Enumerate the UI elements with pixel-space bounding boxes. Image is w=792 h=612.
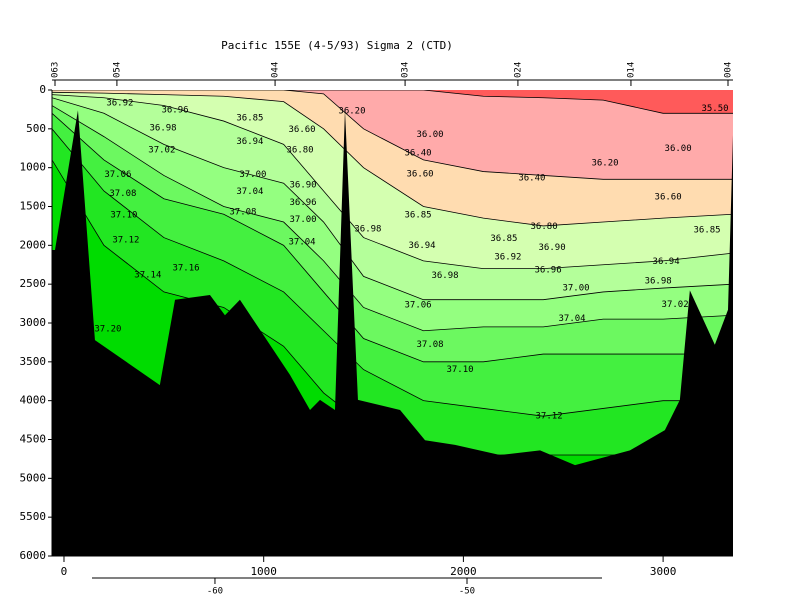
isopycnal [52,128,733,417]
contour-label: 36.85 [236,113,263,123]
contour-label: 37.00 [239,170,266,180]
contour-label: 36.96 [161,106,188,116]
contour-label: 36.85 [693,225,720,235]
contour-label: 36.98 [431,271,458,281]
chart-title: Pacific 155E (4-5/93) Sigma 2 (CTD) [221,39,453,52]
isopycnal [52,90,733,114]
contour-label: 37.14 [134,270,161,280]
isopycnal [52,91,733,227]
contour-label: 37.08 [229,207,256,217]
contour-label: 37.10 [446,365,473,375]
contour-label: 37.02 [148,145,175,155]
contour-label: 37.10 [110,211,137,221]
isopycnal [52,90,733,180]
contour-label: 37.06 [104,170,131,180]
contour-label: 36.94 [236,137,263,147]
station-label: 034 [401,62,411,78]
contour-label: 36.96 [289,198,316,208]
y-tick-label: 4500 [20,433,47,446]
y-tick-label: 2000 [20,238,47,251]
contour-label: 36.98 [645,277,672,287]
y-tick-label: 5000 [20,471,47,484]
contour-label: 37.12 [536,412,563,422]
contour-label: 37.08 [109,189,136,199]
y-tick-label: 2500 [20,277,47,290]
contour-label: 36.00 [665,144,692,154]
y-tick-label: 5500 [20,510,47,523]
isopycnal [52,113,733,363]
station-label: 024 [513,62,523,78]
contour-label: 37.00 [562,284,589,294]
bathymetry [52,110,733,556]
contour-label: 36.92 [494,252,521,262]
contour-label: 36.60 [407,169,434,179]
station-label: 004 [724,62,734,78]
y-tick-label: 6000 [20,549,47,562]
contour-label: 37.06 [405,301,432,311]
isopycnal [52,97,733,301]
y-tick-label: 0 [39,83,46,96]
contour-label: 37.16 [172,263,199,273]
contour-label: 36.94 [409,241,436,251]
station-label: 063 [50,62,60,78]
contour-label: 36.40 [405,148,432,158]
axes: 0 500 1000 1500 2000 2500 3000 3500 4000 4500 5000… [20,62,734,597]
plot-area: 36.92 36.96 36.98 37.02 37.06 37.08 37.10 37.12… [52,90,733,556]
contour-label: 36.40 [518,173,545,183]
contour-label: 36.90 [289,180,316,190]
contour-label: 37.04 [558,314,585,324]
contour-label: 36.96 [535,266,562,276]
station-label: 014 [626,62,636,78]
y-tick-label: 500 [26,122,46,135]
contour-label: 36.80 [286,145,313,155]
isopycnal [52,105,733,332]
x-tick-label: 1000 [250,565,277,578]
x-tick-label: 0 [61,565,68,578]
contour-label: 36.00 [416,130,443,140]
contour-label: 36.98 [149,124,176,134]
contour-label: 37.04 [288,238,315,248]
contour-label: 36.94 [653,257,680,267]
contour-label: 36.98 [354,225,381,235]
contour-label: 35.50 [701,104,728,114]
y-tick-label: 3000 [20,316,47,329]
contour-label: 36.20 [591,159,618,169]
contour-label: 37.08 [416,340,443,350]
y-tick-label: 1500 [20,200,47,213]
y-tick-label: 4000 [20,394,47,407]
contour-label: 36.60 [288,125,315,135]
x-tick-label: 2000 [450,565,477,578]
x-tick-label: 3000 [650,565,677,578]
contour-label: 37.20 [94,325,121,335]
contour-label: 36.85 [405,211,432,221]
lat-tick-label: -50 [459,587,475,597]
y-tick-label: 1000 [20,161,47,174]
contour-label: 36.92 [106,99,133,109]
contour-label: 37.00 [289,215,316,225]
y-tick-label: 3500 [20,355,47,368]
isopycnal [52,94,733,270]
contour-label: 37.04 [236,187,263,197]
contour-label: 37.02 [662,300,689,310]
contour-label: 36.80 [531,222,558,232]
station-label: 054 [112,62,122,78]
contour-label: 36.90 [539,243,566,253]
contour-label: 36.60 [655,193,682,203]
station-label: 044 [271,62,281,78]
contour-label: 36.20 [338,106,365,116]
contour-label: 36.85 [490,234,517,244]
lat-tick-label: -60 [207,587,223,597]
contour-label: 37.12 [112,235,139,245]
